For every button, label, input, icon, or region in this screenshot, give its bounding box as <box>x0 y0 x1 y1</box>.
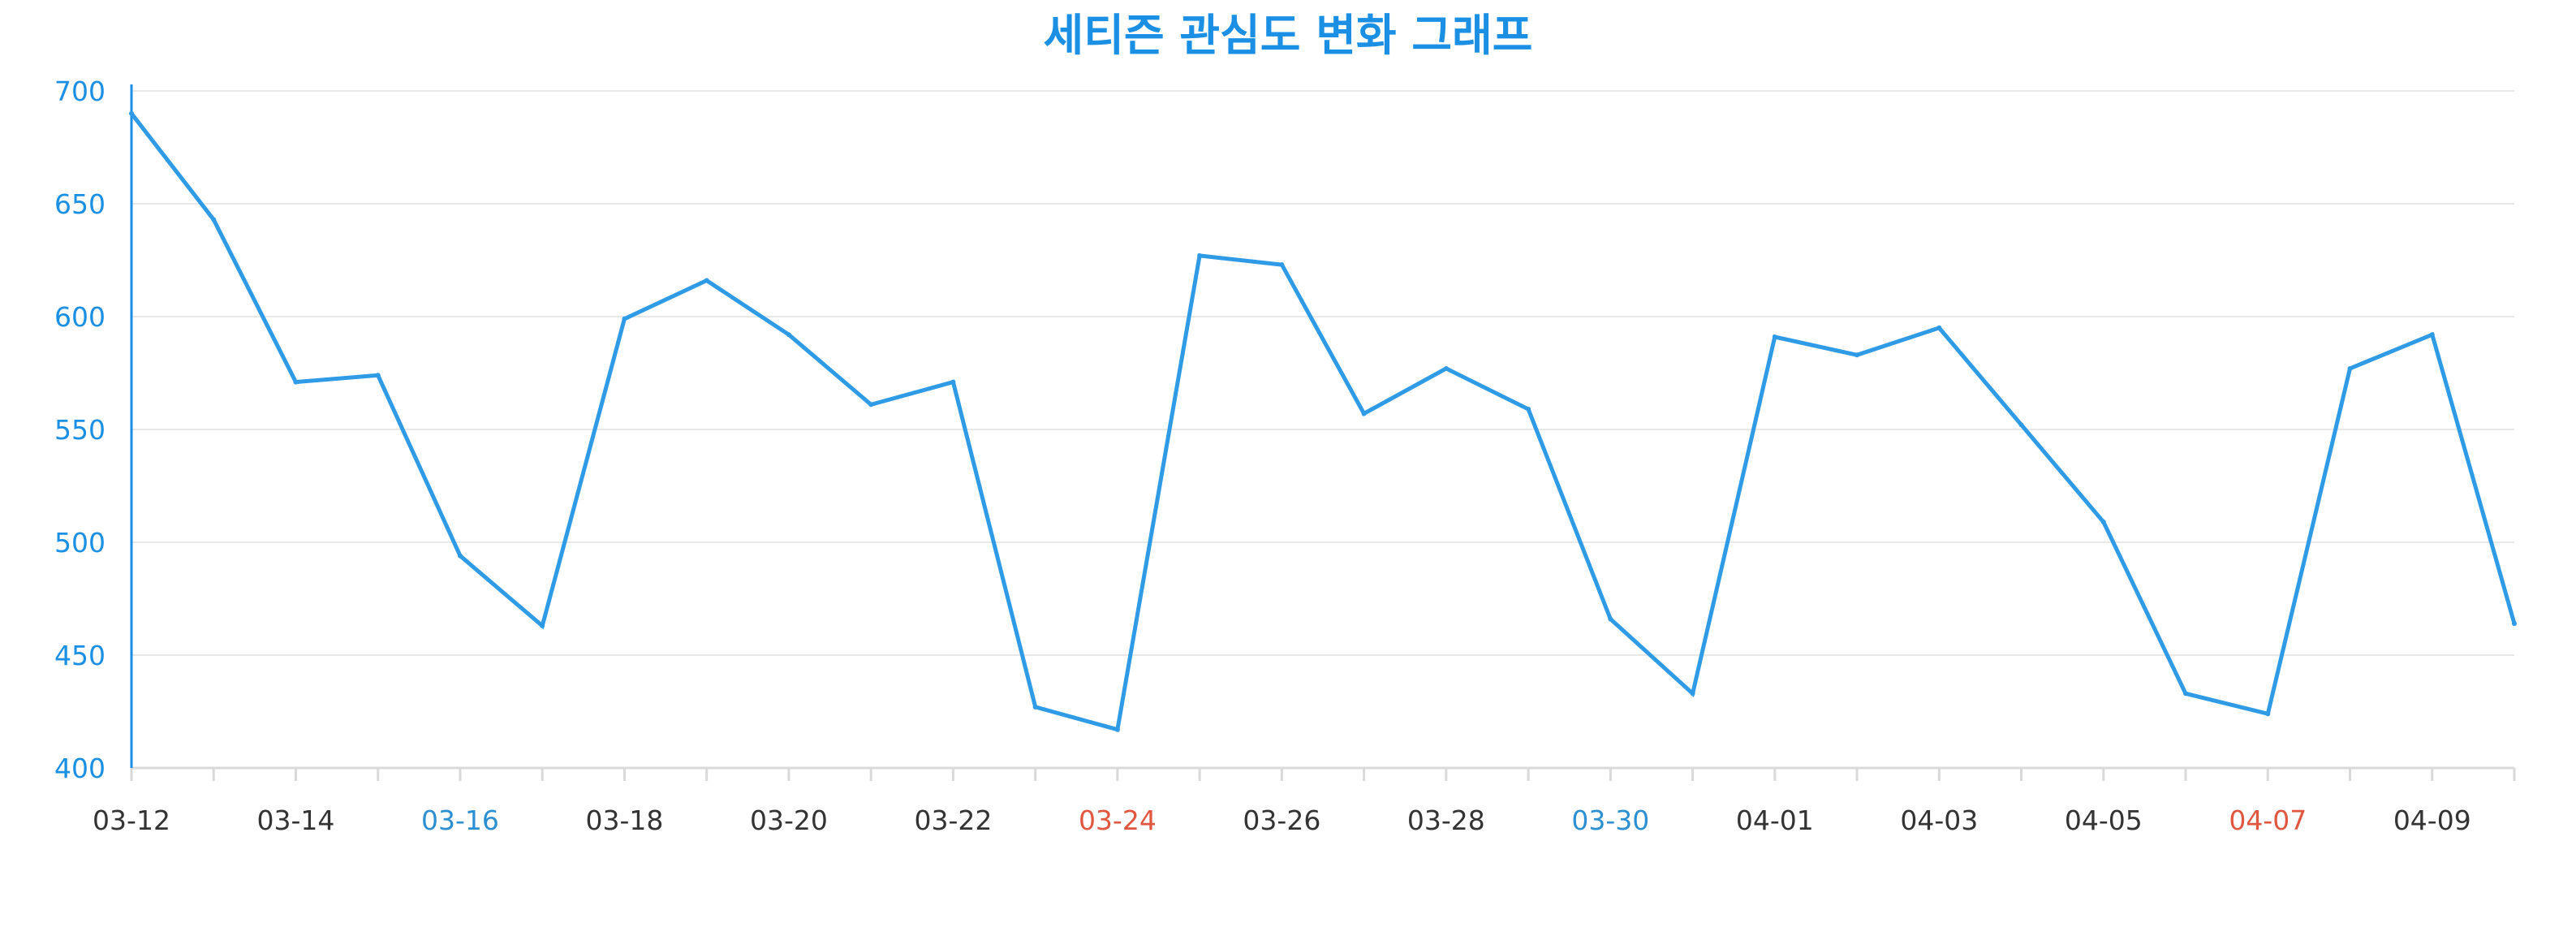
series-line <box>130 112 2517 732</box>
data-point <box>1772 334 1777 340</box>
x-tick-label: 03-16 <box>421 804 499 836</box>
data-point <box>2265 711 2271 717</box>
y-tick-label: 700 <box>54 75 106 107</box>
data-point <box>211 217 217 222</box>
data-point <box>704 278 709 283</box>
data-point <box>1279 262 1285 268</box>
x-tick-label: 04-07 <box>2229 804 2307 836</box>
axes <box>130 84 2514 774</box>
x-tick-label: 03-30 <box>1571 804 1649 836</box>
data-point <box>1526 406 1531 412</box>
x-tick-label: 04-09 <box>2393 804 2471 836</box>
data-point <box>1361 411 1367 416</box>
y-tick-label: 500 <box>54 527 106 559</box>
x-tick-label: 03-14 <box>257 804 335 836</box>
data-point <box>2018 422 2024 428</box>
data-point <box>2100 519 2106 524</box>
data-point <box>622 316 627 321</box>
data-point <box>1197 252 1203 258</box>
chart-title: 세티즌 관심도 변화 그래프 <box>1044 10 1533 61</box>
y-tick-label: 600 <box>54 301 106 333</box>
x-tick-label: 03-28 <box>1407 804 1485 836</box>
x-tick-label: 04-03 <box>1900 804 1978 836</box>
data-point <box>1443 365 1449 371</box>
data-point <box>540 623 545 628</box>
x-tick-label: 04-05 <box>2065 804 2143 836</box>
data-point <box>375 373 381 378</box>
series-layer <box>129 110 2517 732</box>
x-tick-label: 03-20 <box>750 804 828 836</box>
data-point <box>1032 704 1038 710</box>
x-tick-label: 03-12 <box>93 804 170 836</box>
data-point <box>1936 325 1942 330</box>
data-point <box>786 332 791 338</box>
data-point <box>2347 365 2353 371</box>
x-tick-label: 04-01 <box>1736 804 1814 836</box>
data-point <box>2512 621 2517 627</box>
data-point <box>950 379 956 385</box>
y-tick-label: 400 <box>54 753 106 784</box>
data-point <box>868 402 874 408</box>
data-point <box>1608 616 1613 622</box>
data-point <box>293 379 299 385</box>
data-point <box>457 553 463 559</box>
x-tick-label: 03-18 <box>586 804 664 836</box>
data-point <box>1854 352 1860 358</box>
y-axis-ticks: 400 450 500 550 600 650 700 <box>54 75 106 784</box>
data-point <box>1114 727 1120 732</box>
y-tick-label: 550 <box>54 414 106 446</box>
x-tick-label: 03-22 <box>914 804 992 836</box>
data-point <box>2183 691 2189 697</box>
data-point <box>1690 691 1695 697</box>
x-tick-label: 03-24 <box>1079 804 1157 836</box>
y-tick-label: 650 <box>54 188 106 220</box>
grid-lines <box>131 90 2514 656</box>
data-point <box>129 110 134 116</box>
x-axis-ticks: 03-12 03-14 03-16 03-18 03-20 03-22 03-24 03-26… <box>93 768 2516 836</box>
data-point <box>2429 332 2435 338</box>
x-tick-label: 03-26 <box>1243 804 1320 836</box>
y-tick-label: 450 <box>54 640 106 671</box>
